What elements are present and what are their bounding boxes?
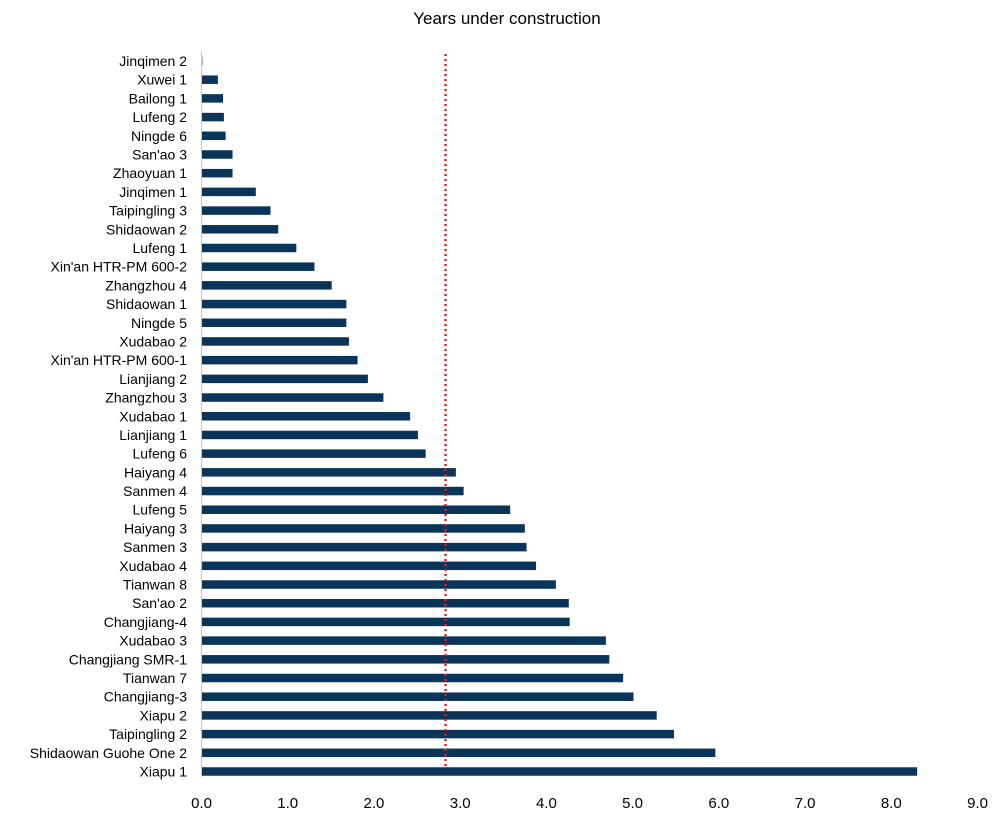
bar-7 (201, 187, 256, 197)
bar-26 (201, 542, 527, 552)
bar-11 (201, 262, 315, 271)
category-label: Sanmen 3 (123, 539, 187, 555)
category-label: San'ao 3 (132, 146, 187, 162)
x-tick-label: 7.0 (795, 795, 816, 812)
bar-10 (201, 243, 297, 253)
bar-36 (201, 729, 674, 739)
category-label: Lufeng 2 (133, 109, 188, 125)
category-label: Shidaowan 1 (106, 296, 187, 312)
bar-12 (201, 281, 332, 290)
category-label: Lufeng 1 (133, 240, 188, 256)
category-label: Sanmen 4 (123, 483, 187, 499)
bar-4 (201, 131, 226, 141)
category-label: Lianjiang 2 (119, 371, 187, 387)
bar-30 (201, 617, 570, 627)
category-label: Jinqimen 2 (119, 53, 187, 69)
bar-2 (201, 94, 224, 103)
bar-20 (201, 430, 418, 440)
bar-3 (201, 112, 224, 122)
category-label: Xin'an HTR-PM 600-1 (51, 352, 188, 368)
bar-34 (201, 692, 634, 701)
bar-33 (201, 673, 624, 683)
x-tick-label: 8.0 (881, 795, 902, 812)
bar-15 (201, 337, 349, 346)
category-label: Lufeng 6 (133, 446, 188, 462)
x-tick-label: 6.0 (708, 795, 729, 812)
bars-layer (201, 56, 918, 776)
category-label: San'ao 2 (132, 595, 187, 611)
bar-35 (201, 711, 657, 720)
category-label: Xudabao 2 (119, 333, 187, 349)
x-tick-label: 9.0 (967, 795, 988, 812)
category-label: Xudabao 1 (119, 408, 187, 424)
x-tick-label: 3.0 (450, 795, 471, 812)
category-label: Xiapu 1 (140, 764, 188, 780)
category-label: Shidaowan 2 (106, 221, 187, 237)
bar-25 (201, 524, 525, 533)
bar-32 (201, 655, 610, 664)
category-label: Xiapu 2 (140, 707, 188, 723)
category-label: Jinqimen 1 (119, 184, 187, 200)
category-label: Haiyang 3 (124, 520, 187, 536)
category-label: Changjiang-4 (104, 614, 187, 630)
x-axis-ticks: 0.0 1.0 2.0 3.0 4.0 5.0 6.0 7.0 8.0 9.0 (191, 795, 988, 812)
bar-21 (201, 449, 426, 458)
bar-27 (201, 561, 537, 571)
category-label: Ningde 6 (131, 128, 187, 144)
category-label: Zhangzhou 4 (105, 277, 187, 293)
bar-14 (201, 318, 347, 328)
category-label: Xuwei 1 (137, 72, 187, 88)
category-label: Zhangzhou 3 (105, 390, 187, 406)
bar-6 (201, 168, 233, 178)
bar-16 (201, 355, 358, 365)
bar-8 (201, 206, 271, 215)
category-label: Lianjiang 1 (119, 427, 187, 443)
x-tick-label: 1.0 (277, 795, 298, 812)
x-tick-label: 0.0 (191, 795, 212, 812)
bar-17 (201, 374, 368, 384)
bar-28 (201, 580, 556, 589)
category-label: Taipingling 2 (109, 726, 187, 742)
category-label: Xudabao 4 (119, 558, 187, 574)
category-label: Changjiang-3 (104, 689, 187, 705)
bar-31 (201, 636, 606, 645)
bar-23 (201, 486, 464, 496)
bar-19 (201, 412, 411, 421)
bar-13 (201, 299, 347, 309)
bar-22 (201, 468, 456, 477)
bar-5 (201, 150, 233, 159)
bar-29 (201, 598, 569, 608)
chart-title: Years under construction (413, 9, 600, 28)
category-label: Tianwan 7 (123, 670, 187, 686)
category-label: Xin'an HTR-PM 600-2 (51, 259, 188, 275)
bar-37 (201, 748, 716, 758)
bar-9 (201, 225, 279, 234)
category-label: Haiyang 4 (124, 464, 187, 480)
category-labels: Jinqimen 2 Xuwei 1 Bailong 1 Lufeng 2 Ningde… (30, 53, 187, 780)
category-label: Zhaoyuan 1 (113, 165, 187, 181)
category-label: Lufeng 5 (133, 502, 188, 518)
bar-1 (201, 75, 218, 84)
category-label: Changjiang SMR-1 (69, 651, 187, 667)
category-label: Taipingling 3 (109, 203, 187, 219)
category-label: Bailong 1 (129, 90, 188, 106)
x-tick-label: 4.0 (536, 795, 557, 812)
category-label: Ningde 5 (131, 315, 187, 331)
bar-18 (201, 393, 384, 402)
category-label: Shidaowan Guohe One 2 (30, 745, 187, 761)
bar-24 (201, 505, 511, 514)
x-tick-label: 2.0 (364, 795, 385, 812)
bar-38 (201, 767, 918, 776)
category-label: Tianwan 8 (123, 577, 187, 593)
x-tick-label: 5.0 (622, 795, 643, 812)
category-label: Xudabao 3 (119, 633, 187, 649)
